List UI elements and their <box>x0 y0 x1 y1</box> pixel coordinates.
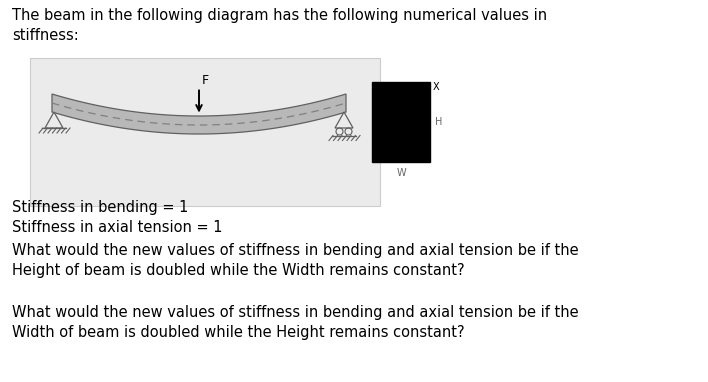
Text: H: H <box>435 117 442 127</box>
Text: W: W <box>396 168 406 178</box>
Bar <box>30 58 380 206</box>
Bar <box>372 82 430 162</box>
Text: X: X <box>433 82 440 92</box>
Text: What would the new values of stiffness in bending and axial tension be if the
He: What would the new values of stiffness i… <box>12 243 578 278</box>
Text: F: F <box>202 73 209 86</box>
Text: Stiffness in bending = 1: Stiffness in bending = 1 <box>12 200 188 215</box>
Polygon shape <box>52 94 346 134</box>
Text: The beam in the following diagram has the following numerical values in
stiffnes: The beam in the following diagram has th… <box>12 8 547 43</box>
Text: Stiffness in axial tension = 1: Stiffness in axial tension = 1 <box>12 220 222 235</box>
Text: What would the new values of stiffness in bending and axial tension be if the
Wi: What would the new values of stiffness i… <box>12 305 578 340</box>
